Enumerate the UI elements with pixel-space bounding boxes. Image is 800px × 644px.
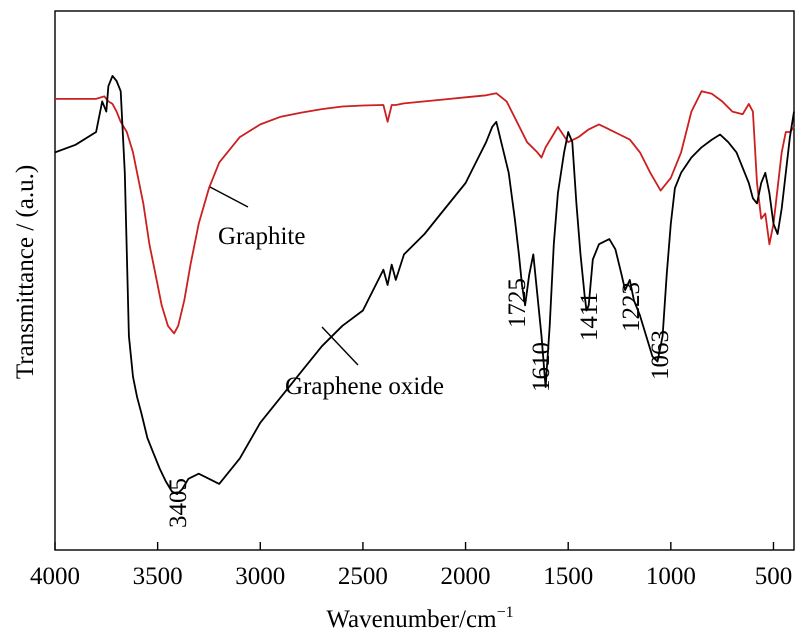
graphite-label: Graphite [218, 223, 305, 250]
x-tick-label: 1500 [543, 563, 593, 590]
x-tick-label: 2000 [441, 563, 491, 590]
series-layer [54, 75, 795, 495]
graphene-oxide-leader-line [321, 326, 359, 366]
peak-label-1063: 1063 [647, 330, 674, 380]
annotation-layer: Graphite Graphene oxide 3405 1725 1610 1411 12… [165, 186, 674, 528]
x-axis-label: Wavenumber/cm−1 [326, 604, 513, 633]
x-tick-label: 3500 [133, 563, 183, 590]
x-tick-label: 500 [755, 563, 793, 590]
peak-label-1411: 1411 [576, 292, 603, 341]
peak-label-1610: 1610 [528, 342, 555, 392]
x-tick-label: 1000 [646, 563, 696, 590]
plot-frame [54, 10, 795, 551]
x-tick-label: 3000 [235, 563, 285, 590]
x-tick-label: 4000 [30, 563, 80, 590]
series-graphene-oxide-line [54, 75, 795, 495]
peak-label-3405: 3405 [165, 478, 192, 528]
graphene-oxide-label: Graphene oxide [285, 373, 444, 400]
x-tick-label: 2500 [338, 563, 388, 590]
y-axis-label: Transmittance / (a.u.) [12, 165, 39, 379]
peak-label-1223: 1223 [618, 282, 645, 332]
series-graphite-line [55, 90, 795, 335]
x-axis-ticks: 4000 3500 3000 2500 2000 1500 1000 500 [30, 542, 792, 590]
graphite-leader-line [209, 186, 249, 208]
peak-label-1725: 1725 [504, 278, 531, 328]
